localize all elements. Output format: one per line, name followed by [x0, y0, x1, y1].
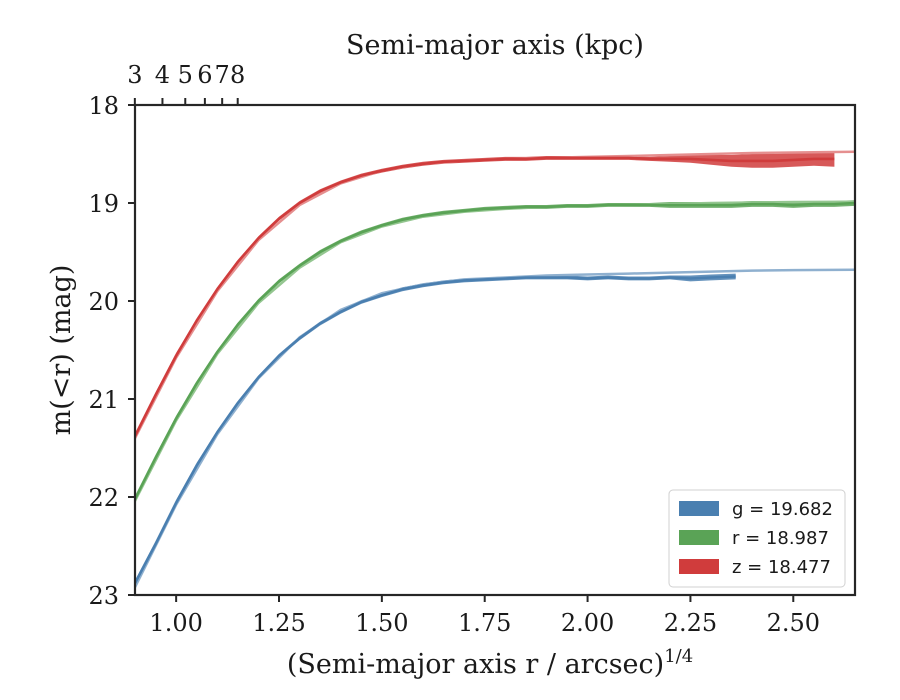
x-tick-label: 2.25	[664, 609, 717, 637]
y-tick-label: 20	[88, 288, 119, 316]
top-tick-label: 5	[178, 61, 193, 89]
top-tick-label: 6	[197, 61, 212, 89]
legend-swatch-r	[679, 530, 719, 545]
x-tick-label: 1.00	[149, 609, 202, 637]
x-tick-label: 1.25	[252, 609, 305, 637]
series-lines	[135, 156, 855, 584]
y-tick-label: 18	[88, 92, 119, 120]
y-tick-label: 21	[88, 386, 119, 414]
x-axis-ticks: 1.00 1.25 1.50 1.75 2.00 2.25 2.50	[149, 595, 820, 637]
x-tick-label: 2.50	[767, 609, 820, 637]
top-tick-label: 4	[155, 61, 170, 89]
fit-line-r	[135, 200, 855, 502]
legend-swatch-z	[679, 559, 719, 574]
plot-frame	[133, 103, 857, 597]
top-axis-title: Semi-major axis (kpc)	[346, 30, 644, 61]
top-tick-label: 8	[230, 61, 245, 89]
x-tick-label: 2.00	[561, 609, 614, 637]
series-line-g	[135, 275, 736, 584]
series-line-r	[135, 201, 855, 500]
series-line-z	[135, 156, 835, 437]
legend: g = 19.682 r = 18.987 z = 18.477	[668, 489, 846, 588]
y-tick-label: 23	[88, 582, 119, 610]
y-axis-ticks: 18 19 20 21 22 23	[88, 92, 135, 610]
legend-label-r: r = 18.987	[732, 528, 829, 549]
x-axis-title: (Semi-major axis r / arcsec)1/4	[287, 646, 693, 680]
x-tick-label: 1.75	[458, 609, 511, 637]
y-axis-title: m(<r) (mag)	[46, 265, 77, 436]
x-tick-label: 1.50	[355, 609, 408, 637]
legend-swatch-g	[679, 501, 719, 516]
y-tick-label: 22	[88, 484, 119, 512]
top-tick-label: 7	[215, 61, 230, 89]
top-tick-label: 3	[127, 61, 142, 89]
y-tick-label: 19	[88, 190, 119, 218]
legend-label-g: g = 19.682	[732, 499, 833, 520]
legend-label-z: z = 18.477	[732, 557, 831, 578]
